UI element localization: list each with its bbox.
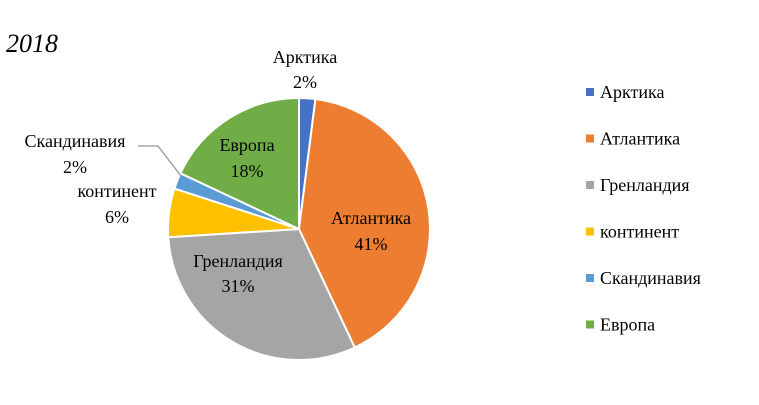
data-label-category: Скандинавия	[25, 131, 126, 151]
pie-slice	[167, 227, 357, 361]
pie-slices	[167, 96, 431, 361]
legend-label: Скандинавия	[600, 268, 701, 288]
data-label-value: 31%	[222, 276, 255, 296]
data-label-value: 18%	[231, 161, 264, 181]
legend-swatch	[586, 134, 594, 143]
data-label-category: Европа	[219, 135, 274, 155]
legend: Арктика Атлантика Гренландия континент Сканд…	[586, 82, 701, 335]
data-label-category: Гренландия	[193, 251, 283, 271]
data-label-category: Арктика	[273, 47, 337, 67]
data-label-category: континент	[77, 181, 156, 201]
legend-swatch	[586, 227, 594, 236]
legend-label: Атлантика	[600, 129, 680, 149]
data-label-value: 2%	[63, 157, 87, 177]
legend-swatch	[586, 88, 594, 96]
data-label-value: 41%	[355, 234, 388, 254]
legend-label: Гренландия	[600, 175, 690, 195]
legend-label: Европа	[600, 315, 655, 335]
legend-label: континент	[600, 222, 679, 242]
chart-title: 2018	[6, 29, 58, 58]
data-label-category: Атлантика	[331, 208, 411, 228]
pie-slice	[297, 97, 431, 349]
data-label-value: 2%	[293, 72, 317, 92]
leader-line-scandinavia	[138, 145, 182, 177]
data-labels: Арктика 2% Атлантика 41% Гренландия 31% контин…	[25, 47, 412, 296]
data-label-value: 6%	[105, 207, 129, 227]
legend-label: Арктика	[600, 82, 664, 102]
legend-swatch	[586, 274, 594, 282]
legend-swatch	[586, 320, 594, 329]
legend-swatch	[586, 181, 594, 189]
pie-slice	[179, 96, 300, 231]
